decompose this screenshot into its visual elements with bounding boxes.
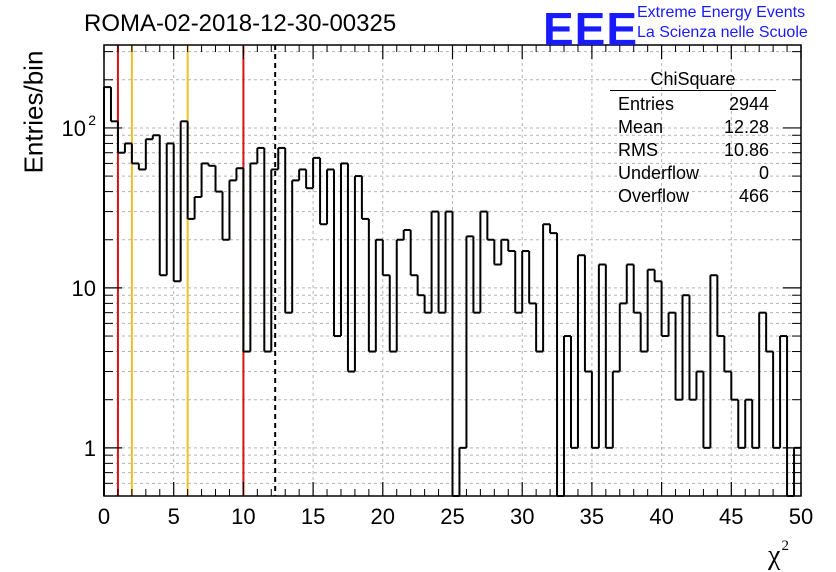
logo-line-1: Extreme Energy Events <box>637 4 806 21</box>
x-tick-label: 50 <box>789 504 813 529</box>
x-tick-label: 30 <box>510 504 534 529</box>
stats-value: 0 <box>758 163 769 183</box>
stats-row-entries: Entries 2944 <box>610 93 776 116</box>
stats-label: Entries <box>618 94 675 114</box>
y-tick-label: 10 <box>62 116 86 141</box>
chart-title: ROMA-02-2018-12-30-00325 <box>84 10 397 37</box>
x-tick-label: 0 <box>98 504 110 529</box>
x-axis-label-sup: 2 <box>781 538 789 554</box>
stats-label: Mean <box>618 117 664 137</box>
reference-lines <box>116 45 277 496</box>
stats-box: ChiSquare Entries 2944 Mean 12.28 RMS 10… <box>610 68 776 208</box>
x-tick-label: 40 <box>649 504 673 529</box>
stats-value: 12.28 <box>723 117 769 137</box>
stats-label: Underflow <box>618 163 700 183</box>
x-axis-label: χ2 <box>768 538 789 572</box>
x-tick-label: 25 <box>440 504 464 529</box>
x-tick-label: 35 <box>580 504 604 529</box>
x-tick-label: 45 <box>719 504 743 529</box>
x-tick-label: 10 <box>231 504 255 529</box>
stats-value: 10.86 <box>723 140 769 160</box>
stats-row-mean: Mean 12.28 <box>610 116 776 139</box>
stats-title: ChiSquare <box>610 68 776 91</box>
stats-label: Overflow <box>618 186 690 206</box>
y-tick-label: 1 <box>84 436 96 461</box>
x-tick-label: 15 <box>301 504 325 529</box>
stats-row-overflow: Overflow 466 <box>610 185 776 208</box>
y-axis-label: Entries/bin <box>18 50 49 174</box>
x-tick-label: 20 <box>371 504 395 529</box>
stats-row-underflow: Underflow 0 <box>610 162 776 185</box>
y-tick-label: 10 <box>72 276 96 301</box>
logo-line-2: La Scienza nelle Scuole <box>637 24 808 41</box>
stats-label: RMS <box>618 140 658 160</box>
stats-value: 466 <box>738 186 769 206</box>
eee-logo: EEE <box>543 3 639 55</box>
y-tick-label-exponent: 2 <box>88 112 96 128</box>
stats-value: 2944 <box>728 94 769 114</box>
x-axis-label-base: χ <box>768 540 781 571</box>
x-tick-label: 5 <box>168 504 180 529</box>
stats-row-rms: RMS 10.86 <box>610 139 776 162</box>
